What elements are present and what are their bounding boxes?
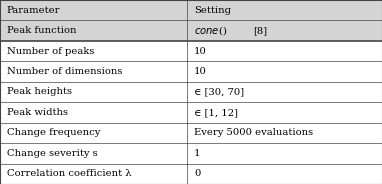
Bar xyxy=(0,164,187,184)
Bar xyxy=(187,123,382,143)
Bar xyxy=(187,82,382,102)
Text: Peak function: Peak function xyxy=(7,26,76,35)
Text: 10: 10 xyxy=(194,47,207,56)
Bar xyxy=(187,61,382,82)
Text: $\it{cone}$(): $\it{cone}$() xyxy=(194,24,227,37)
Bar xyxy=(187,41,382,61)
Text: ∈ [30, 70]: ∈ [30, 70] xyxy=(194,88,244,96)
Text: [8]: [8] xyxy=(253,26,267,35)
Bar xyxy=(0,123,187,143)
Bar xyxy=(187,20,382,41)
Text: ∈ [1, 12]: ∈ [1, 12] xyxy=(194,108,238,117)
Bar xyxy=(0,41,187,61)
Bar xyxy=(187,102,382,123)
Text: Change severity s: Change severity s xyxy=(7,149,97,158)
Bar xyxy=(0,20,187,41)
Bar xyxy=(0,143,187,164)
Text: Parameter: Parameter xyxy=(7,6,60,15)
Bar xyxy=(0,82,187,102)
Text: Every 5000 evaluations: Every 5000 evaluations xyxy=(194,128,313,137)
Text: Setting: Setting xyxy=(194,6,231,15)
Text: Peak heights: Peak heights xyxy=(7,88,72,96)
Text: 1: 1 xyxy=(194,149,201,158)
Bar xyxy=(187,164,382,184)
Text: Change frequency: Change frequency xyxy=(7,128,100,137)
Text: Number of peaks: Number of peaks xyxy=(7,47,94,56)
Bar xyxy=(187,143,382,164)
Bar xyxy=(187,0,382,20)
Text: Correlation coefficient λ: Correlation coefficient λ xyxy=(7,169,131,178)
Text: Number of dimensions: Number of dimensions xyxy=(7,67,122,76)
Text: Peak widths: Peak widths xyxy=(7,108,68,117)
Bar xyxy=(0,0,187,20)
Text: 0: 0 xyxy=(194,169,201,178)
Bar xyxy=(0,102,187,123)
Text: 10: 10 xyxy=(194,67,207,76)
Bar xyxy=(0,61,187,82)
